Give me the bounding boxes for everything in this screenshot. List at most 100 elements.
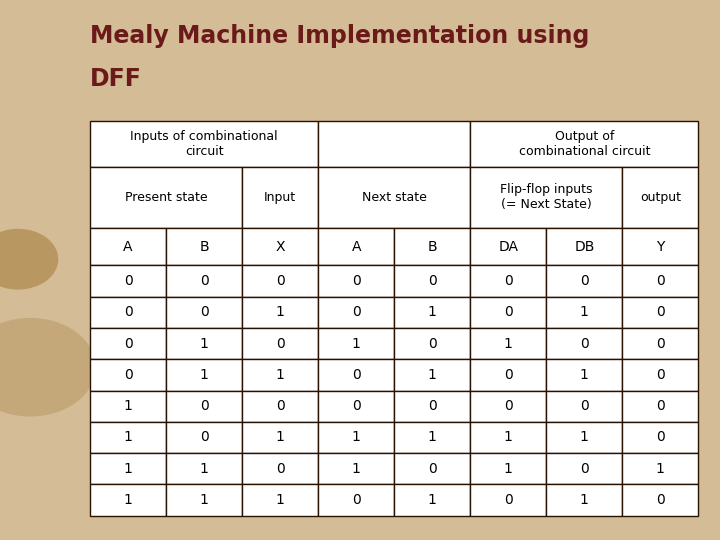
Bar	[242, 265, 318, 296]
Bar	[470, 422, 546, 453]
Bar	[318, 422, 395, 453]
Text: 1: 1	[504, 462, 513, 476]
Text: 1: 1	[428, 430, 436, 444]
Bar	[318, 167, 470, 228]
Bar	[395, 359, 470, 390]
Bar	[242, 484, 318, 516]
Bar	[622, 453, 698, 484]
Bar	[166, 296, 242, 328]
Bar	[90, 328, 166, 359]
Bar	[470, 167, 622, 228]
Bar	[166, 359, 242, 390]
Bar	[318, 265, 395, 296]
Text: 1: 1	[580, 305, 589, 319]
Text: DFF: DFF	[90, 68, 142, 91]
Text: 0: 0	[124, 368, 132, 382]
Text: 0: 0	[199, 399, 209, 413]
Bar	[242, 422, 318, 453]
Bar	[90, 484, 166, 516]
Bar	[318, 390, 395, 422]
Bar	[90, 422, 166, 453]
Bar	[166, 390, 242, 422]
Bar	[470, 328, 546, 359]
Text: Next state: Next state	[361, 191, 427, 204]
Text: 0: 0	[124, 305, 132, 319]
Text: 0: 0	[124, 336, 132, 350]
Text: 0: 0	[428, 274, 436, 288]
Text: 0: 0	[504, 305, 513, 319]
Bar	[546, 453, 622, 484]
Text: 0: 0	[199, 305, 209, 319]
Text: 0: 0	[504, 368, 513, 382]
Bar	[546, 359, 622, 390]
Bar	[546, 390, 622, 422]
Bar	[90, 453, 166, 484]
Circle shape	[0, 319, 95, 416]
Text: 1: 1	[276, 430, 284, 444]
Text: 1: 1	[124, 493, 132, 507]
Text: 1: 1	[352, 462, 361, 476]
Text: 0: 0	[656, 274, 665, 288]
Text: 0: 0	[352, 368, 361, 382]
Text: 0: 0	[504, 399, 513, 413]
Text: 1: 1	[428, 368, 436, 382]
Bar	[166, 484, 242, 516]
Text: 0: 0	[656, 430, 665, 444]
Text: 0: 0	[352, 274, 361, 288]
Bar	[395, 390, 470, 422]
Text: Y: Y	[656, 240, 665, 254]
Text: 0: 0	[276, 399, 284, 413]
Bar	[242, 328, 318, 359]
Text: 1: 1	[199, 368, 209, 382]
Text: DA: DA	[498, 240, 518, 254]
Bar	[90, 296, 166, 328]
Bar	[546, 265, 622, 296]
Text: Present state: Present state	[125, 191, 207, 204]
Bar	[242, 390, 318, 422]
Text: 0: 0	[580, 274, 589, 288]
Bar	[395, 265, 470, 296]
Text: 0: 0	[276, 462, 284, 476]
Bar	[90, 390, 166, 422]
Text: 1: 1	[276, 368, 284, 382]
Text: 0: 0	[124, 274, 132, 288]
Text: 0: 0	[428, 462, 436, 476]
Text: 0: 0	[656, 368, 665, 382]
Bar	[90, 359, 166, 390]
Bar	[318, 453, 395, 484]
Text: 0: 0	[580, 462, 589, 476]
Text: 0: 0	[199, 274, 209, 288]
Bar	[318, 328, 395, 359]
Text: 0: 0	[352, 305, 361, 319]
Bar	[546, 228, 622, 265]
Bar	[470, 228, 546, 265]
Text: 1: 1	[276, 305, 284, 319]
Text: 1: 1	[124, 462, 132, 476]
Text: 0: 0	[428, 399, 436, 413]
Text: A: A	[123, 240, 132, 254]
Bar	[90, 122, 318, 167]
Bar	[166, 228, 242, 265]
Bar	[166, 265, 242, 296]
Bar	[242, 167, 318, 228]
Text: 0: 0	[428, 336, 436, 350]
Bar	[622, 265, 698, 296]
Text: output: output	[640, 191, 681, 204]
Bar	[242, 296, 318, 328]
Bar	[90, 228, 166, 265]
Bar	[242, 228, 318, 265]
Text: B: B	[199, 240, 209, 254]
Text: 0: 0	[352, 493, 361, 507]
Text: A: A	[351, 240, 361, 254]
Text: 0: 0	[504, 493, 513, 507]
Bar	[395, 228, 470, 265]
Text: 1: 1	[504, 430, 513, 444]
Bar	[242, 453, 318, 484]
Bar	[318, 359, 395, 390]
Bar	[395, 453, 470, 484]
Bar	[90, 167, 242, 228]
Bar	[470, 484, 546, 516]
Text: 0: 0	[352, 399, 361, 413]
Bar	[622, 167, 698, 228]
Text: Inputs of combinational
circuit: Inputs of combinational circuit	[130, 130, 278, 158]
